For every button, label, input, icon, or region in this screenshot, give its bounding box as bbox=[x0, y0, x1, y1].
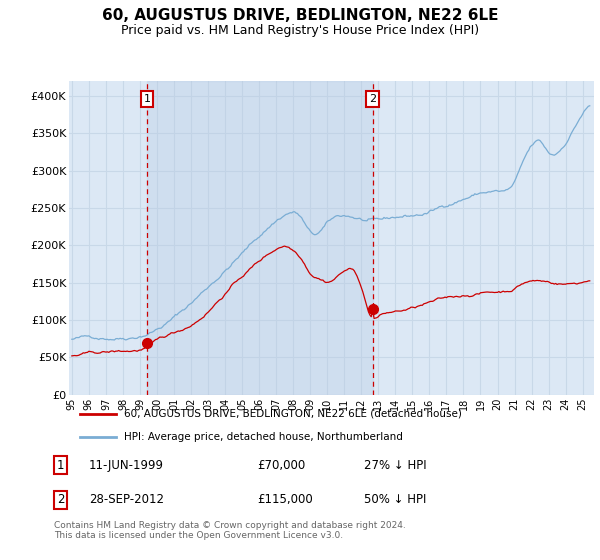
Text: HPI: Average price, detached house, Northumberland: HPI: Average price, detached house, Nort… bbox=[124, 432, 403, 442]
Text: Price paid vs. HM Land Registry's House Price Index (HPI): Price paid vs. HM Land Registry's House … bbox=[121, 24, 479, 36]
Text: £115,000: £115,000 bbox=[257, 493, 313, 506]
Text: £70,000: £70,000 bbox=[257, 459, 305, 472]
Text: 27% ↓ HPI: 27% ↓ HPI bbox=[364, 459, 427, 472]
Text: 2: 2 bbox=[56, 493, 64, 506]
Text: 28-SEP-2012: 28-SEP-2012 bbox=[89, 493, 164, 506]
Text: 1: 1 bbox=[143, 94, 151, 104]
Text: 60, AUGUSTUS DRIVE, BEDLINGTON, NE22 6LE: 60, AUGUSTUS DRIVE, BEDLINGTON, NE22 6LE bbox=[102, 8, 498, 24]
Text: 1: 1 bbox=[56, 459, 64, 472]
Text: Contains HM Land Registry data © Crown copyright and database right 2024.
This d: Contains HM Land Registry data © Crown c… bbox=[54, 521, 406, 540]
Text: 50% ↓ HPI: 50% ↓ HPI bbox=[364, 493, 426, 506]
Text: 11-JUN-1999: 11-JUN-1999 bbox=[89, 459, 164, 472]
Bar bbox=[147, 81, 373, 395]
Text: 2: 2 bbox=[369, 94, 376, 104]
Text: 60, AUGUSTUS DRIVE, BEDLINGTON, NE22 6LE (detached house): 60, AUGUSTUS DRIVE, BEDLINGTON, NE22 6LE… bbox=[124, 409, 462, 419]
